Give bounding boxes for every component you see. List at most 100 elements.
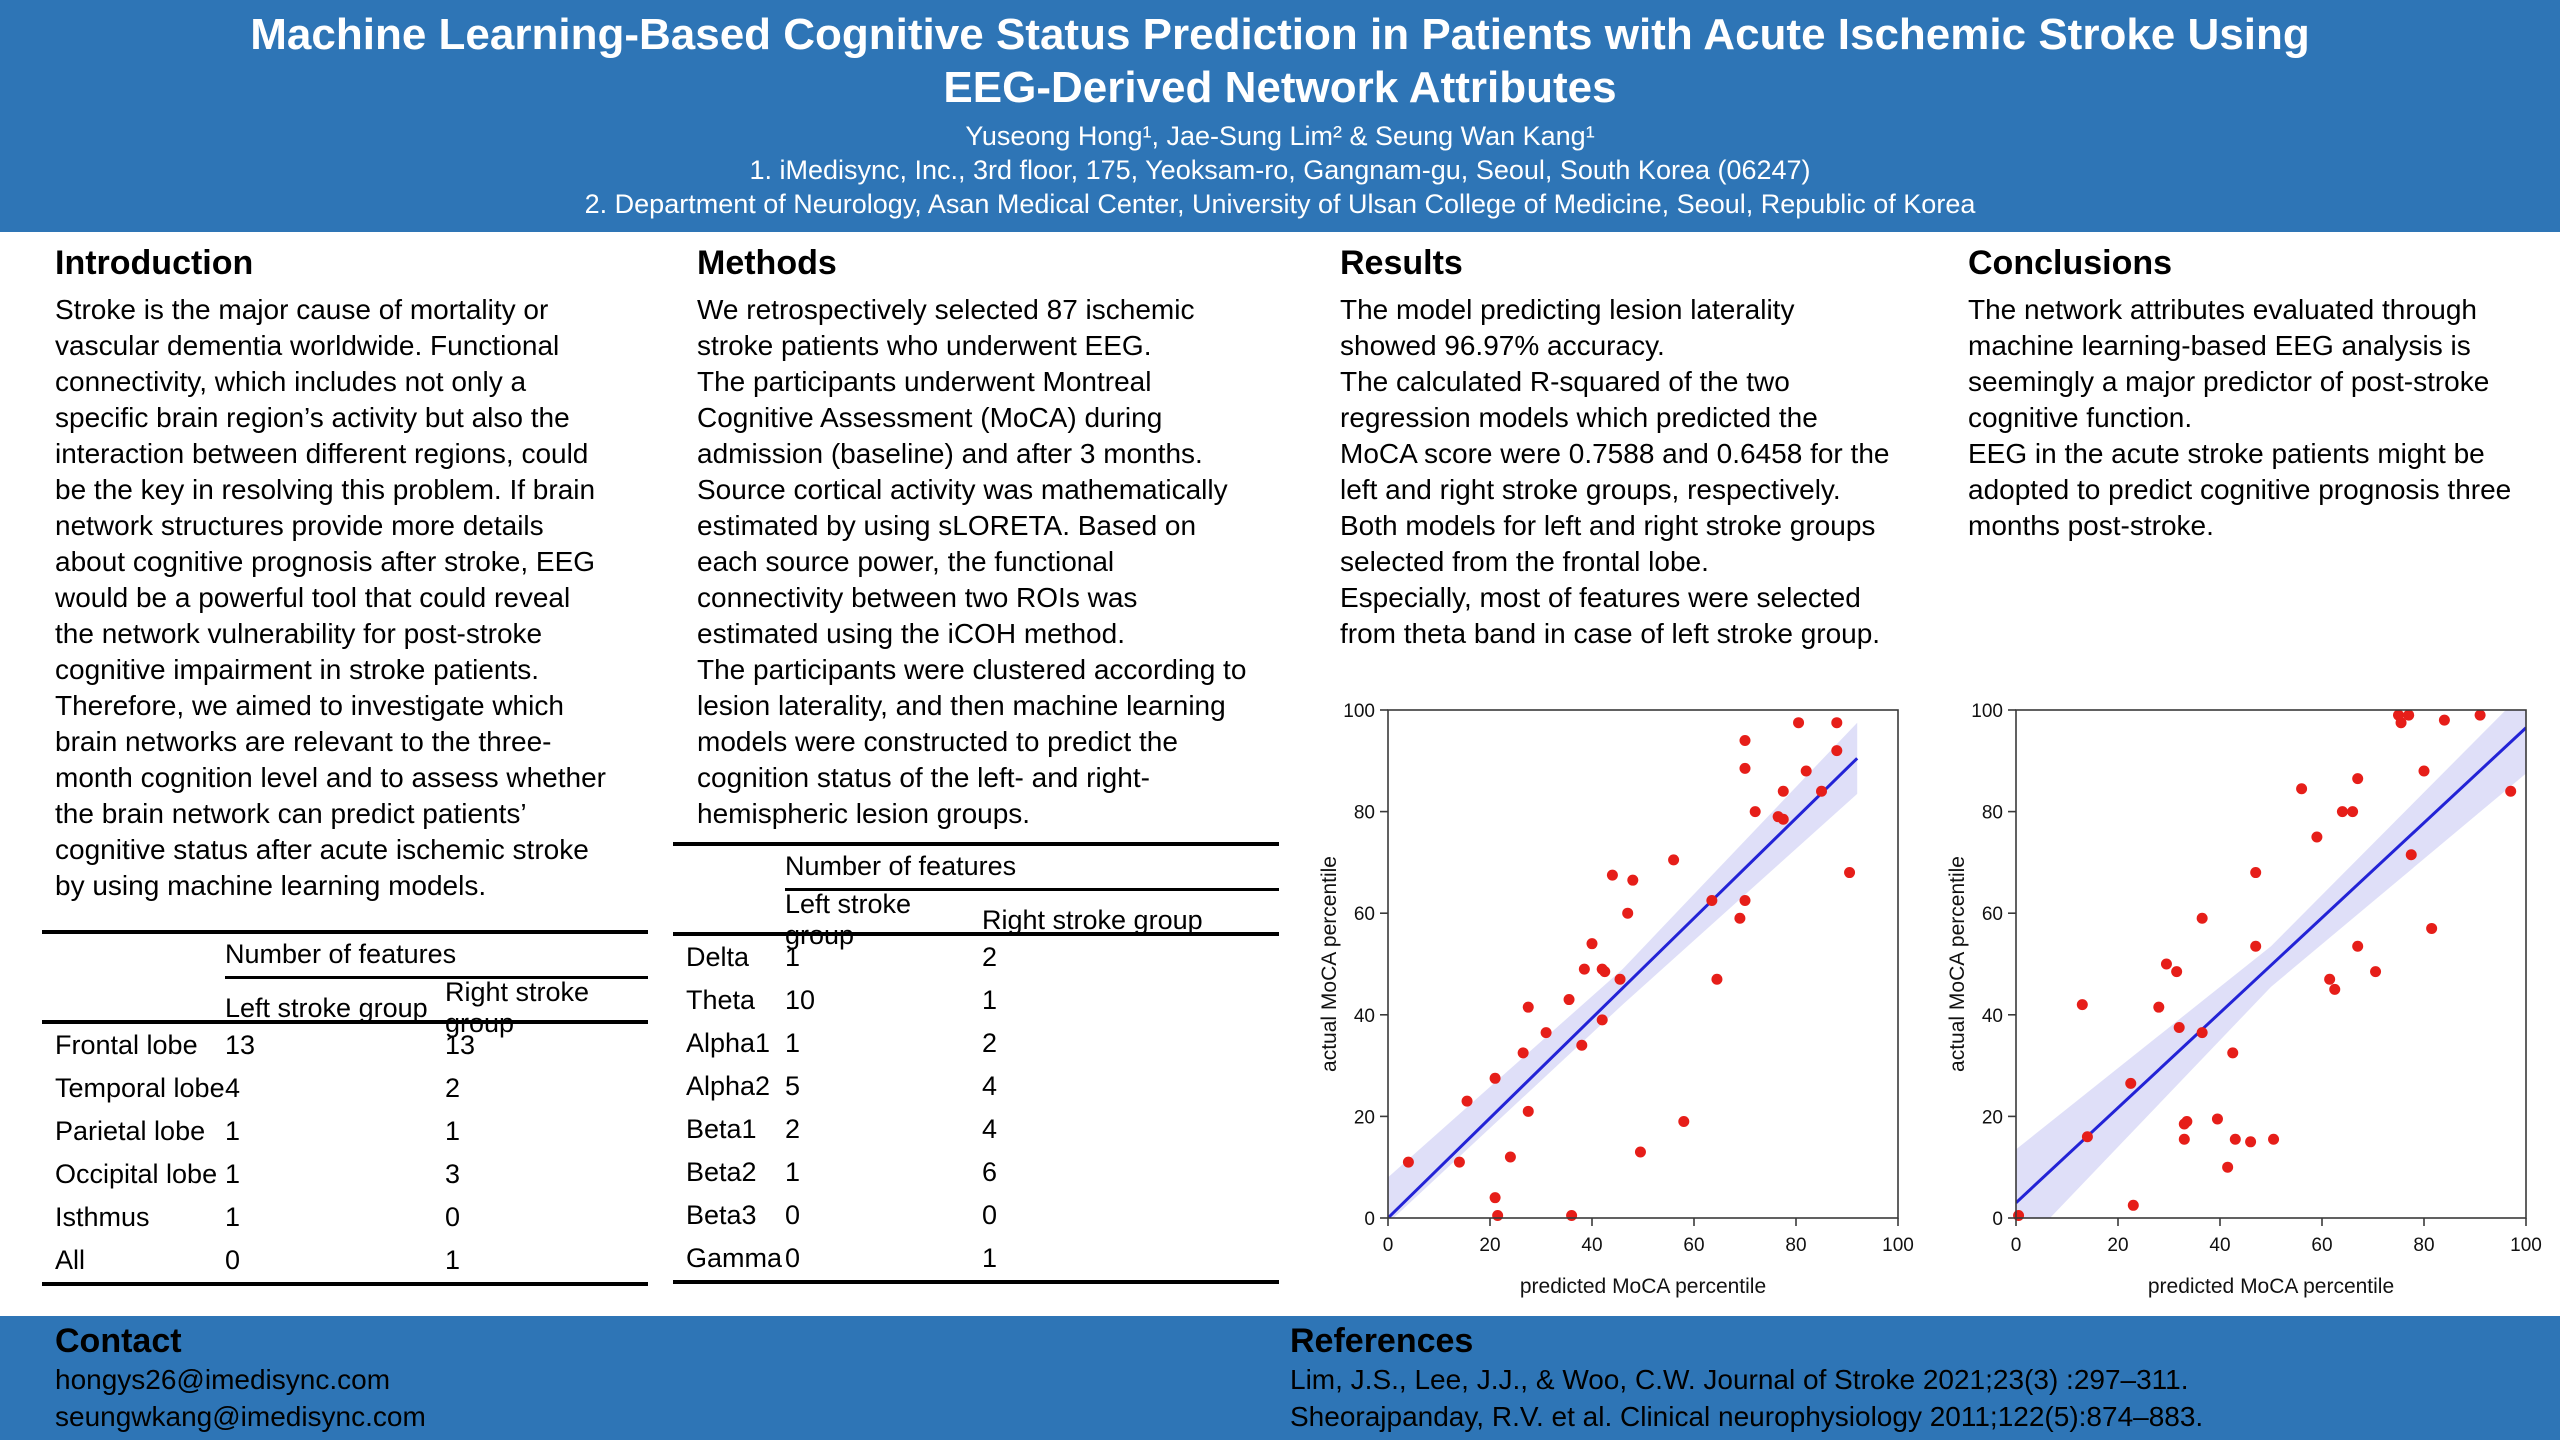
table-value-cell: 4 (982, 1071, 998, 1101)
table-row-label: Theta (686, 985, 756, 1015)
y-tick-label: 0 (1992, 1209, 2003, 1230)
table-group-header-cell: Number of features (785, 845, 1279, 891)
table-value-cell: 2 (982, 1028, 998, 1058)
table-value-cell: 4 (225, 1073, 241, 1103)
table-row-label: Occipital lobe (55, 1159, 218, 1189)
introduction-heading: Introduction (55, 244, 254, 282)
table-value-cell: 2 (445, 1073, 461, 1103)
table-column-header-cell: Left stroke group (785, 889, 912, 950)
table-value-cell: 1 (785, 942, 801, 972)
x-tick-label: 0 (1383, 1235, 1394, 1256)
data-point (2268, 1133, 2280, 1145)
table-row: Parietal lobe 1 1 (42, 1110, 648, 1153)
table-row: Alpha2 5 4 (673, 1065, 1279, 1108)
data-point (1504, 1151, 1516, 1163)
x-tick-label: 40 (1581, 1235, 1602, 1256)
axes-frame (2015, 709, 2527, 1219)
data-point (2311, 831, 2323, 843)
y-tick-label: 100 (1343, 701, 1375, 722)
data-point (1563, 994, 1575, 1006)
y-tick-label: 40 (1982, 1006, 2003, 1027)
data-point (1627, 874, 1639, 886)
data-point (2127, 1199, 2139, 1211)
data-point (1706, 895, 1718, 906)
table-row: All 0 1 (42, 1239, 648, 1282)
table-row: Beta2 1 6 (673, 1151, 1279, 1194)
data-point (2153, 1001, 2165, 1013)
data-point (1566, 1209, 1578, 1221)
y-tick-label: 20 (1354, 1107, 1375, 1128)
y-axis-label: actual MoCA percentile (1318, 856, 1341, 1072)
table-value-cell: 13 (225, 1030, 256, 1060)
data-point (1777, 785, 1789, 797)
table-row: Temporal lobe 4 2 (42, 1067, 648, 1110)
table-group-header-row: Number of features (673, 845, 1279, 891)
frequency-band-feature-table: Number of features Left stroke group Right… (673, 842, 1279, 1284)
data-point (2196, 912, 2208, 924)
data-point (2403, 709, 2415, 721)
table-value-cell: 0 (445, 1202, 461, 1232)
table-value-cell: 1 (785, 1028, 801, 1058)
table-row-label: Frontal lobe (55, 1030, 198, 1060)
data-point (1678, 1115, 1690, 1127)
x-tick-label: 100 (2510, 1235, 2542, 1256)
reference-1: Lim, J.S., Lee, J.J., & Woo, C.W. Journa… (1290, 1364, 2189, 1395)
results-heading: Results (1340, 244, 1463, 282)
x-tick-label: 80 (1785, 1235, 1806, 1256)
data-point (1739, 734, 1751, 746)
scatter-plot-right: 0 20 40 60 80 100 0 20 40 60 80 100 predicted MoCA p… (1946, 701, 2542, 1298)
table-row: Frontal lobe 13 13 (42, 1024, 648, 1067)
methods-heading: Methods (697, 244, 837, 282)
table-row-label: Beta1 (686, 1114, 757, 1144)
table-row: Isthmus 1 0 (42, 1196, 648, 1239)
data-point (1844, 867, 1856, 879)
data-point (1777, 813, 1789, 825)
data-point (2181, 1115, 2193, 1127)
x-tick-label: 60 (2311, 1235, 2332, 1256)
table-row: Alpha1 1 2 (673, 1022, 1279, 1065)
conclusions-body: The network attributes evaluated through… (1968, 294, 2512, 541)
data-point (2352, 773, 2364, 785)
data-point (2229, 1133, 2241, 1145)
y-tick-label: 100 (1971, 701, 2003, 722)
data-point (2196, 1027, 2208, 1039)
data-point (1522, 1001, 1534, 1013)
x-tick-label: 40 (2209, 1235, 2230, 1256)
data-point (1800, 765, 1812, 777)
data-point (2227, 1047, 2239, 1059)
data-point (1793, 717, 1805, 729)
data-point (1586, 938, 1598, 950)
data-point (2347, 806, 2359, 818)
table-row-label: Gamma (686, 1243, 783, 1273)
table-row-label: Alpha1 (686, 1028, 771, 1058)
data-point (1489, 1192, 1501, 1204)
table-column-header-row: Left stroke group Right stroke group (42, 977, 648, 1038)
table-row-label: Beta3 (686, 1200, 757, 1230)
data-point (2336, 806, 2348, 818)
table-row: Beta3 0 0 (673, 1194, 1279, 1237)
data-point (2329, 983, 2341, 995)
table-value-cell: 2 (982, 942, 998, 972)
data-point (1634, 1146, 1646, 1158)
authors-line: Yuseong Hong¹, Jae-Sung Lim² & Seung Wan… (965, 121, 1595, 151)
data-point (2245, 1136, 2257, 1148)
x-tick-label: 0 (2011, 1235, 2022, 1256)
table-group-header-row: Number of features (42, 934, 648, 979)
table-value-cell: 0 (785, 1200, 801, 1230)
data-point (2296, 783, 2308, 795)
poster-title-line2: EEG-Derived Network Attributes (943, 63, 1617, 112)
affiliation-2: 2. Department of Neurology, Asan Medical… (584, 189, 1976, 219)
data-point (2076, 999, 2088, 1011)
regions-feature-table: Number of features Left stroke group Right… (42, 930, 648, 1286)
section-results: Results The model predicting lesion late… (1340, 244, 1945, 652)
table-column-header-cell: Right stroke group (982, 904, 1203, 935)
data-point (1576, 1039, 1588, 1051)
y-tick-label: 0 (1364, 1209, 1375, 1230)
right-stroke-scatter-plot: 0 20 40 60 80 100 0 20 40 60 80 100 predicted MoCA p… (1944, 694, 2544, 1311)
table-value-cell: 1 (225, 1116, 241, 1146)
data-point (2352, 940, 2364, 952)
table-row-label: Beta2 (686, 1157, 757, 1187)
data-point (1599, 966, 1611, 978)
contact-block: Contact hongys26@imedisync.com seungwkan… (55, 1321, 426, 1435)
